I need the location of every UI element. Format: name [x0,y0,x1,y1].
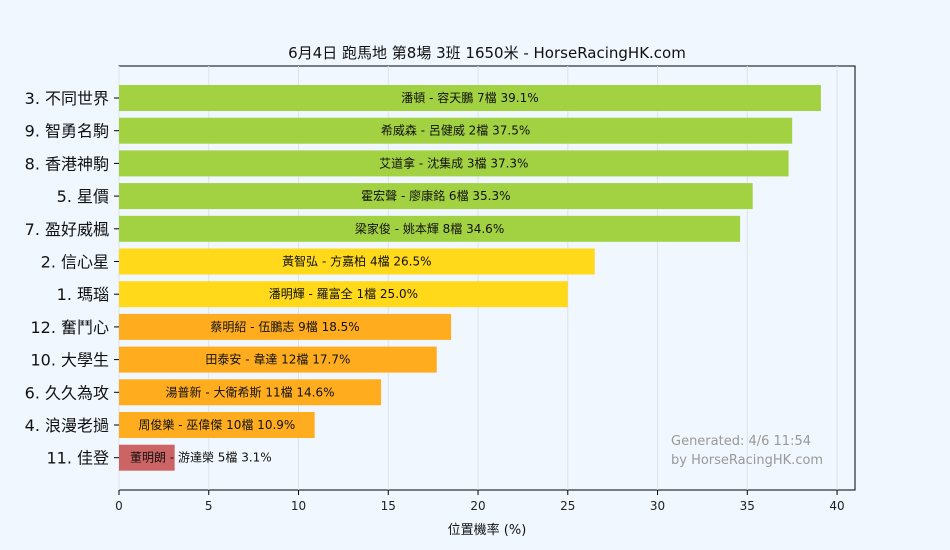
bar [119,248,595,275]
bar-label: 蔡明紹 - 伍鵬志 9檔 18.5% [210,320,359,334]
bar [119,183,753,210]
bar-label: 潘頓 - 容天鵬 7檔 39.1% [401,90,538,105]
x-tick-label: 30 [650,499,665,513]
category-label: 8. 香港神駒 [25,154,109,173]
category-label: 6. 久久為攻 [25,383,109,402]
category-label: 7. 盈好威楓 [25,220,109,239]
bar-layer: 潘頓 - 容天鵬 7檔 39.1% 希威森 - 呂健威 2檔 37.5% 艾道拿 -… [119,85,821,471]
category-label: 12. 奮鬥心 [30,318,109,337]
bar [119,379,382,406]
category-layer: 3. 不同世界 9. 智勇名駒 8. 香港神駒 5. 星價 7. 盈好威楓 2. 信心星 1… [25,89,119,468]
bar [119,117,793,144]
bar-label: 霍宏聲 - 廖康銘 6檔 35.3% [361,188,510,203]
category-label: 11. 佳登 [46,449,109,468]
bar [119,346,437,373]
bar-label: 黃智弘 - 方嘉柏 4檔 26.5% [282,254,431,269]
bar-label: 田泰安 - 韋達 12檔 17.7% [205,352,350,367]
bar [119,215,741,242]
bar-label: 艾道拿 - 沈集成 3檔 37.3% [379,155,528,170]
x-tick-label: 15 [381,499,396,513]
category-label: 1. 瑪瑙 [57,285,109,304]
x-tick-label: 10 [291,499,306,513]
x-axis-label: 位置機率 (%) [448,522,527,538]
x-tick-label: 5 [205,499,213,513]
x-tick-label: 20 [470,499,485,513]
category-label: 3. 不同世界 [25,89,109,108]
bar-label: 梁家俊 - 姚本輝 8檔 34.6% [355,221,504,236]
category-label: 9. 智勇名駒 [25,122,109,141]
watermark-line-2: by HorseRacingHK.com [671,453,823,468]
x-tick-label: 25 [560,499,575,513]
category-label: 10. 大學生 [30,351,109,370]
bar-label: 潘明輝 - 羅富全 1檔 25.0% [269,286,418,301]
bar [119,444,175,471]
x-tick-label: 40 [829,499,844,513]
tick-layer: 0 5 10 15 20 25 30 35 40 [115,490,845,513]
x-tick-label: 35 [740,499,755,513]
bar-label: 希威森 - 呂健威 2檔 37.5% [381,123,530,138]
bar [119,412,315,438]
category-label: 4. 浪漫老撾 [25,416,109,435]
bar-label: 湯普新 - 大衛希斯 11檔 14.6% [166,384,335,399]
watermark-line-1: Generated: 4/6 11:54 [671,434,811,449]
bar [119,85,821,111]
bar-label: 周俊樂 - 巫偉傑 10檔 10.9% [138,417,295,432]
category-label: 2. 信心星 [41,253,109,272]
bar [119,150,789,177]
bar [119,281,568,308]
bar [119,313,452,340]
bar-label: 董明朗 - 游達榮 5檔 3.1% [130,451,272,465]
chart-title: 6月4日 跑馬地 第8場 3班 1650米 - HorseRacingHK.co… [288,44,686,62]
x-tick-label: 0 [115,499,123,513]
category-label: 5. 星價 [57,187,109,206]
